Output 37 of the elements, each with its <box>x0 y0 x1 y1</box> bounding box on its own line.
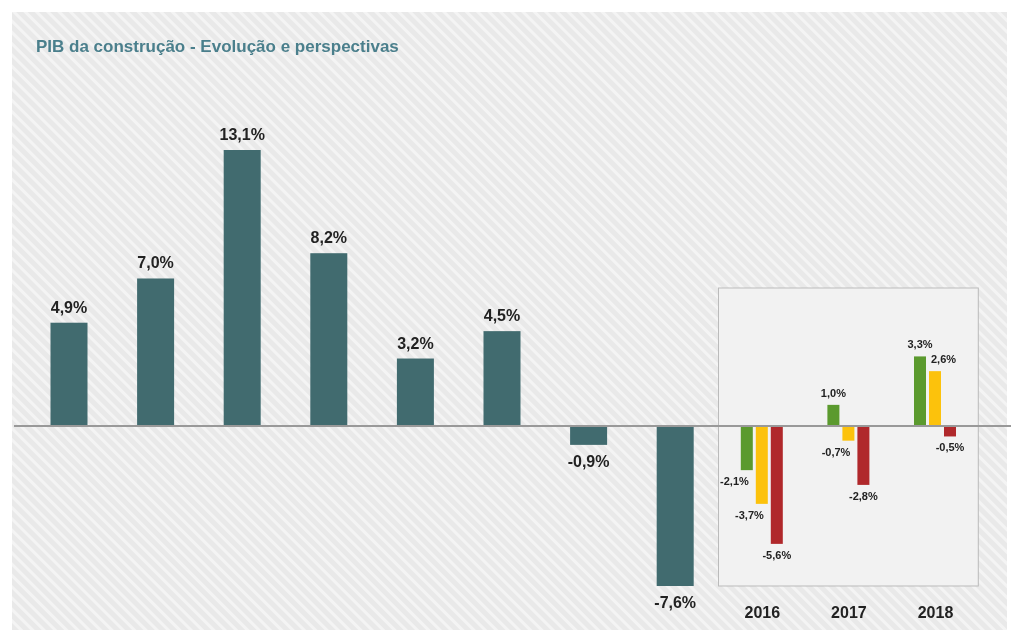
bar <box>914 356 926 426</box>
data-label: 3,2% <box>397 334 434 352</box>
data-label: 7,0% <box>137 254 174 272</box>
data-label: 3,3% <box>907 338 933 351</box>
bar <box>483 331 521 426</box>
data-label: -0,5% <box>935 441 965 454</box>
bar <box>656 425 694 586</box>
bar <box>827 404 840 426</box>
data-label: -0,9% <box>567 452 610 470</box>
data-label: 4,5% <box>483 307 521 325</box>
bar <box>137 278 175 426</box>
data-label: 4,9% <box>50 298 88 316</box>
bar <box>842 425 855 441</box>
data-label: -2,8% <box>849 489 878 502</box>
bar <box>929 371 941 426</box>
bar <box>396 358 434 426</box>
data-label: 1,0% <box>820 386 847 399</box>
data-label: -0,7% <box>821 445 851 458</box>
data-label: 8,2% <box>310 229 348 247</box>
data-label: -5,6% <box>762 548 792 561</box>
x-tick-label: 2018 <box>917 604 954 622</box>
data-label: 2,6% <box>931 353 957 366</box>
bar <box>570 425 608 445</box>
x-tick-label: 2016 <box>744 604 781 622</box>
bar <box>223 150 261 426</box>
bar <box>770 425 783 544</box>
bar <box>310 253 348 426</box>
data-label: -7,6% <box>654 594 697 611</box>
bar <box>50 322 88 426</box>
x-tick-label: 2017 <box>831 604 867 622</box>
chart-title: PIB da construção - Evolução e perspectivas <box>36 37 399 56</box>
bar <box>857 425 870 485</box>
data-label: -3,7% <box>735 508 764 521</box>
data-label: -2,1% <box>720 475 749 488</box>
bar <box>755 425 768 504</box>
data-label: 13,1% <box>219 126 265 143</box>
bar <box>740 425 753 471</box>
